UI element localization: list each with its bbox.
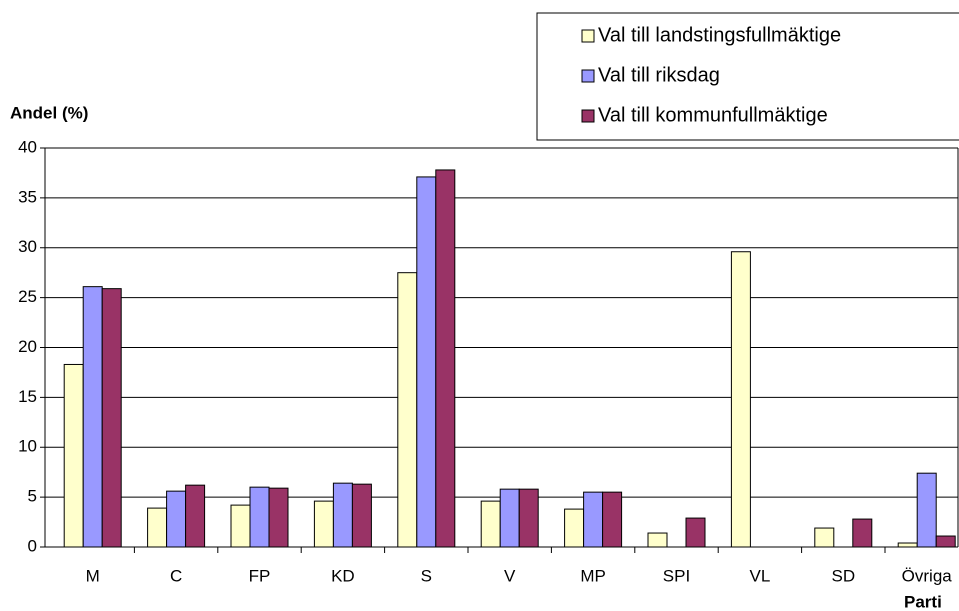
bar [852, 518, 873, 548]
bar [435, 169, 456, 548]
bar [480, 500, 501, 548]
bar [351, 483, 372, 548]
x-tick-label: M [86, 566, 100, 585]
x-tick-label: Övriga [902, 566, 953, 585]
legend-label: Val till riksdag [598, 64, 720, 86]
y-tick-label: 40 [18, 137, 37, 156]
bar [63, 363, 84, 548]
bar [268, 487, 289, 548]
y-tick-label: 5 [28, 487, 37, 506]
x-axis-label: Parti [904, 592, 942, 611]
bar [814, 527, 835, 548]
bar [416, 176, 437, 548]
x-tick-label: FP [249, 566, 271, 585]
bar [685, 517, 706, 548]
y-tick-label: 15 [18, 387, 37, 406]
bar [564, 508, 585, 548]
bar [916, 472, 937, 548]
y-axis-label: Andel (%) [10, 103, 88, 122]
y-tick-label: 25 [18, 287, 37, 306]
x-tick-label: SPI [663, 566, 690, 585]
y-tick-label: 20 [18, 337, 37, 356]
bar [230, 504, 251, 548]
bar [583, 491, 604, 548]
bar [647, 532, 668, 548]
bar [82, 286, 103, 548]
bar [397, 272, 418, 548]
x-tick-label: C [170, 566, 182, 585]
x-tick-label: S [421, 566, 432, 585]
bar [185, 484, 206, 548]
bar [101, 288, 122, 548]
bar [147, 507, 168, 548]
bar [897, 542, 918, 548]
y-tick-label: 0 [28, 536, 37, 555]
y-tick-label: 30 [18, 237, 37, 256]
bar [499, 488, 520, 548]
x-tick-label: V [504, 566, 516, 585]
bar [935, 535, 956, 548]
bar [166, 490, 187, 548]
x-tick-label: MP [580, 566, 606, 585]
bar [313, 500, 334, 548]
x-tick-label: KD [331, 566, 355, 585]
legend-label: Val till kommunfullmäktige [598, 104, 828, 126]
y-tick-label: 10 [18, 437, 37, 456]
legend-box [536, 12, 959, 141]
legend-swatch [581, 69, 595, 83]
x-tick-label: VL [750, 566, 771, 585]
x-tick-label: SD [831, 566, 855, 585]
y-tick-label: 35 [18, 187, 37, 206]
bar [730, 251, 751, 548]
legend-label: Val till landstingsfullmäktige [598, 24, 841, 46]
bar [332, 482, 353, 548]
legend-swatch [581, 29, 595, 43]
bar [518, 488, 539, 548]
bar [602, 491, 623, 548]
bar [249, 486, 270, 548]
legend-swatch [581, 109, 595, 123]
